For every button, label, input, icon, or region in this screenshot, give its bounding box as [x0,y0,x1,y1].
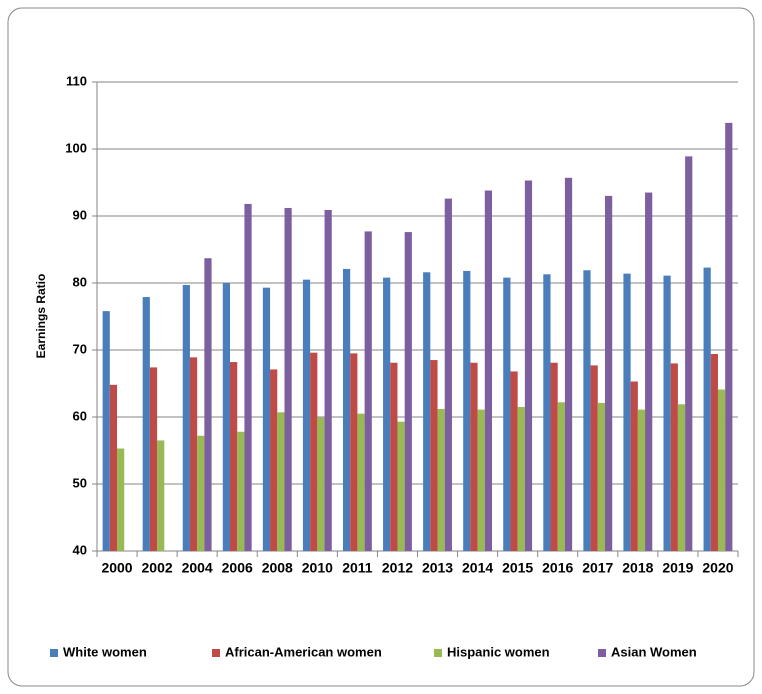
x-tick-label: 2000 [101,560,132,576]
bar [510,371,518,551]
bar [109,384,118,551]
bar [583,270,591,551]
bar [685,156,693,551]
x-tick-label: 2013 [422,560,453,576]
bar [463,270,471,551]
bar [703,267,711,551]
y-axis-title: Earnings Ratio [34,274,48,359]
bar [117,448,125,551]
bar [477,409,485,551]
x-tick-label: 2002 [142,560,173,576]
x-tick-label: 2020 [702,560,733,576]
chart-frame [7,7,755,687]
bar [277,412,285,551]
bar [557,402,565,551]
bar [342,268,351,551]
bar [157,440,165,551]
bar [324,209,332,551]
bar [404,232,412,551]
x-tick-label: 2014 [462,560,493,576]
bar [663,275,671,551]
y-tick-label: 80 [73,274,87,289]
bar [670,363,678,551]
x-tick-label: 2016 [542,560,573,576]
bar [262,287,271,551]
x-tick-label: 2006 [222,560,253,576]
bar [484,190,493,552]
x-tick-label: 2019 [662,560,693,576]
bar [390,362,398,551]
bar [543,274,551,551]
bar [437,408,445,551]
legend-label: African-American women [225,644,382,659]
bar [357,413,365,551]
y-tick-label: 110 [66,73,87,88]
bar [364,231,372,551]
legend-swatch [50,649,58,657]
bar [270,369,278,551]
bar [550,362,558,551]
bar [397,421,405,551]
bar [197,435,205,551]
bar [645,192,653,552]
x-tick-label: 2010 [302,560,333,576]
bar [423,272,431,551]
y-tick-label: 90 [73,207,87,222]
bar [710,354,718,551]
bar [237,431,245,551]
bar [310,352,318,551]
y-tick-label: 60 [73,408,87,423]
y-tick-label: 70 [73,341,87,356]
bar [677,404,686,551]
y-tick-label: 100 [65,140,87,155]
bar [230,362,238,551]
bar [470,362,478,551]
x-tick-label: 2017 [582,560,613,576]
bar [284,207,292,551]
x-tick-label: 2004 [182,560,213,576]
x-tick-label: 2012 [382,560,413,576]
bar [604,195,613,551]
bar [430,360,438,551]
bar [149,367,158,551]
x-tick-label: 2018 [622,560,653,576]
bar [142,297,150,551]
bar [244,203,252,551]
bar [630,381,638,551]
x-tick-label: 2015 [502,560,533,576]
bar [637,409,646,551]
bar [350,353,358,551]
bar [564,177,573,551]
bar [204,258,212,551]
bar [444,198,452,551]
y-tick-label: 40 [73,542,87,557]
x-tick-label: 2008 [262,560,293,576]
legend-label: White women [63,644,147,659]
x-tick-label: 2011 [342,560,373,576]
bar [302,279,311,551]
bar [317,417,325,551]
bar [725,122,733,552]
bar [383,277,391,551]
bar [102,311,110,551]
legend-label: Asian Women [611,644,697,659]
bar [182,285,190,551]
legend-label: Hispanic women [447,644,550,659]
bar [597,402,605,551]
bar [590,365,598,551]
bar [517,406,525,551]
bar [222,283,231,551]
bar [189,357,198,551]
y-tick-label: 50 [73,475,87,490]
bar [717,389,726,551]
bar [623,273,631,551]
bar [503,277,511,551]
bar [524,180,533,552]
legend-swatch [598,649,606,657]
legend-swatch [434,649,442,657]
legend-swatch [212,649,220,657]
